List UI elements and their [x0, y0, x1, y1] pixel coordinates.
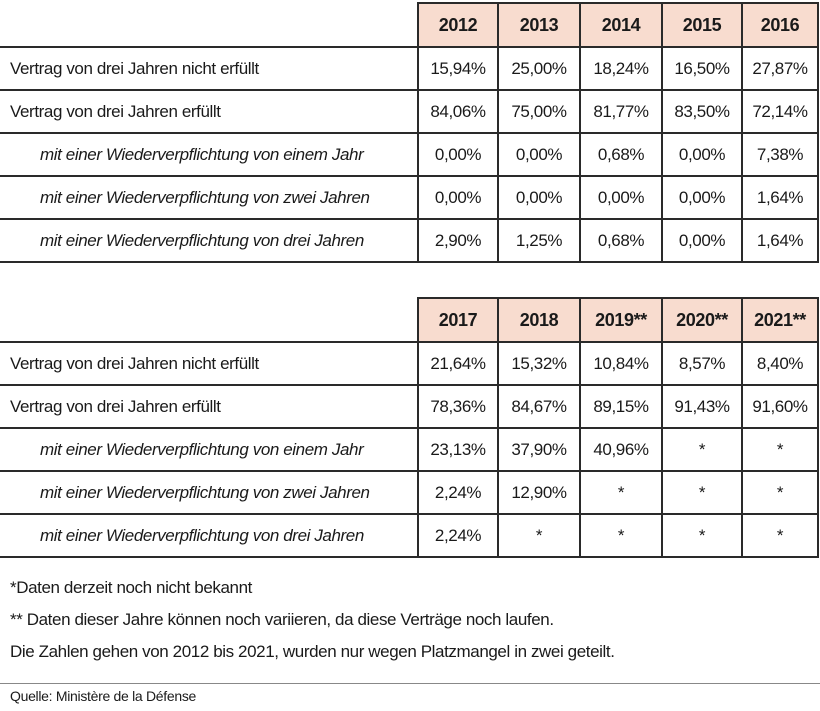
value-cell: 12,90% [497, 470, 581, 515]
table-row: Vertrag von drei Jahren erfüllt 84,06% 75,… [0, 89, 819, 134]
column-header: 2014 [579, 2, 663, 48]
column-header: 2017 [417, 297, 499, 343]
value-cell: 7,38% [741, 132, 819, 177]
value-cell: 27,87% [741, 46, 819, 91]
value-cell: 1,25% [497, 218, 581, 263]
value-cell: 15,32% [497, 341, 581, 386]
value-cell: * [579, 470, 663, 515]
source: Quelle: Ministère de la Défense [10, 688, 197, 704]
table-row: mit einer Wiederverpflichtung von drei J… [0, 513, 819, 558]
value-cell: 0,68% [579, 132, 663, 177]
value-cell: * [741, 470, 819, 515]
value-cell: 25,00% [497, 46, 581, 91]
value-cell: 72,14% [741, 89, 819, 134]
table-row: mit einer Wiederverpflichtung von einem … [0, 132, 819, 177]
row-label: mit einer Wiederverpflichtung von zwei J… [0, 175, 419, 220]
value-cell: * [661, 427, 743, 472]
value-cell: * [497, 513, 581, 558]
corner-cell [0, 3, 418, 48]
value-cell: 83,50% [661, 89, 743, 134]
value-cell: 0,00% [417, 175, 499, 220]
table-row: mit einer Wiederverpflichtung von drei J… [0, 218, 819, 263]
table-row: mit einer Wiederverpflichtung von zwei J… [0, 470, 819, 515]
value-cell: 89,15% [579, 384, 663, 429]
column-header: 2013 [497, 2, 581, 48]
value-cell: 81,77% [579, 89, 663, 134]
value-cell: 2,24% [417, 470, 499, 515]
row-label: Vertrag von drei Jahren erfüllt [0, 89, 419, 134]
value-cell: 78,36% [417, 384, 499, 429]
value-cell: * [741, 427, 819, 472]
value-cell: 0,00% [497, 175, 581, 220]
value-cell: 10,84% [579, 341, 663, 386]
column-header: 2012 [417, 2, 499, 48]
value-cell: 0,00% [417, 132, 499, 177]
header-row: 2012 2013 2014 2015 2016 [0, 2, 819, 48]
value-cell: 16,50% [661, 46, 743, 91]
row-label: mit einer Wiederverpflichtung von einem … [0, 427, 419, 472]
value-cell: 91,43% [661, 384, 743, 429]
value-cell: 0,00% [661, 132, 743, 177]
value-cell: 0,00% [497, 132, 581, 177]
data-table: 2012 2013 2014 2015 2016 Vertrag von drei Jah… [0, 2, 819, 263]
value-cell: 84,06% [417, 89, 499, 134]
column-header: 2020** [661, 297, 743, 343]
row-label: Vertrag von drei Jahren nicht erfüllt [0, 341, 419, 386]
value-cell: 23,13% [417, 427, 499, 472]
table-row: Vertrag von drei Jahren erfüllt 78,36% 84,… [0, 384, 819, 429]
value-cell: 18,24% [579, 46, 663, 91]
value-cell: * [741, 513, 819, 558]
value-cell: 84,67% [497, 384, 581, 429]
value-cell: 0,00% [579, 175, 663, 220]
row-label: mit einer Wiederverpflichtung von zwei J… [0, 470, 419, 515]
value-cell: 0,00% [661, 218, 743, 263]
footnote: Die Zahlen gehen von 2012 bis 2021, wurd… [10, 642, 615, 661]
table-row: Vertrag von drei Jahren nicht erfüllt 21,… [0, 341, 819, 386]
value-cell: 21,64% [417, 341, 499, 386]
value-cell: 40,96% [579, 427, 663, 472]
footnote: ** Daten dieser Jahre können noch variie… [10, 610, 554, 629]
row-label: mit einer Wiederverpflichtung von drei J… [0, 218, 419, 263]
data-table: 2017 2018 2019** 2020** 2021** Vertrag von dr… [0, 297, 819, 558]
column-header: 2016 [741, 2, 819, 48]
corner-cell [0, 298, 418, 343]
table-row: mit einer Wiederverpflichtung von einem … [0, 427, 819, 472]
value-cell: 1,64% [741, 175, 819, 220]
value-cell: * [661, 513, 743, 558]
column-header: 2019** [579, 297, 663, 343]
row-label: Vertrag von drei Jahren nicht erfüllt [0, 46, 419, 91]
row-label: mit einer Wiederverpflichtung von einem … [0, 132, 419, 177]
value-cell: 37,90% [497, 427, 581, 472]
value-cell: 2,90% [417, 218, 499, 263]
column-header: 2021** [741, 297, 819, 343]
value-cell: 0,68% [579, 218, 663, 263]
value-cell: 8,40% [741, 341, 819, 386]
column-header: 2018 [497, 297, 581, 343]
value-cell: 2,24% [417, 513, 499, 558]
divider [0, 683, 820, 684]
value-cell: 15,94% [417, 46, 499, 91]
header-row: 2017 2018 2019** 2020** 2021** [0, 297, 819, 343]
value-cell: 1,64% [741, 218, 819, 263]
table-row: mit einer Wiederverpflichtung von zwei J… [0, 175, 819, 220]
value-cell: * [579, 513, 663, 558]
row-label: Vertrag von drei Jahren erfüllt [0, 384, 419, 429]
value-cell: 91,60% [741, 384, 819, 429]
value-cell: 75,00% [497, 89, 581, 134]
table-row: Vertrag von drei Jahren nicht erfüllt 15,… [0, 46, 819, 91]
value-cell: 8,57% [661, 341, 743, 386]
value-cell: * [661, 470, 743, 515]
row-label: mit einer Wiederverpflichtung von drei J… [0, 513, 419, 558]
value-cell: 0,00% [661, 175, 743, 220]
footnote: *Daten derzeit noch nicht bekannt [10, 578, 252, 597]
column-header: 2015 [661, 2, 743, 48]
